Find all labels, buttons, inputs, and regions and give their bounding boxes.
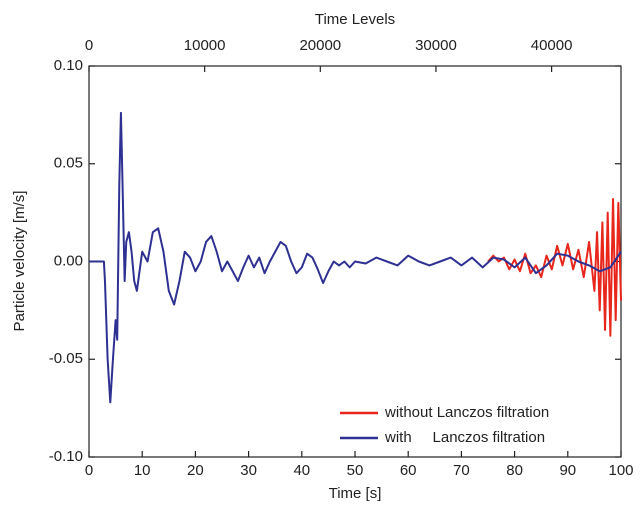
x-tick-label: 100 — [608, 462, 633, 479]
x-axis-title: Time [s] — [329, 485, 382, 502]
x-tick-label: 70 — [453, 462, 470, 479]
x-tick-label: 10 — [134, 462, 151, 479]
x-tick-label: 60 — [400, 462, 417, 479]
x-tick-label: 40 — [293, 462, 310, 479]
series-line — [487, 197, 622, 337]
legend-label: without Lanczos filtration — [384, 404, 549, 421]
x-tick-label: 90 — [559, 462, 576, 479]
x-tick-label: 20 — [187, 462, 204, 479]
y-tick-label: 0.10 — [54, 57, 83, 74]
x2-tick-label: 10000 — [184, 37, 226, 54]
y-tick-label: -0.05 — [49, 350, 83, 367]
y-tick-label: 0.05 — [54, 155, 83, 172]
legend-label: with Lanczos filtration — [384, 429, 545, 446]
x-tick-label: 30 — [240, 462, 257, 479]
x2-tick-label: 30000 — [415, 37, 457, 54]
x2-tick-label: 40000 — [531, 37, 573, 54]
y-tick-label: -0.10 — [49, 448, 83, 465]
x2-tick-label: 20000 — [299, 37, 341, 54]
x2-axis-title: Time Levels — [315, 11, 395, 28]
series-line — [89, 111, 622, 404]
x-tick-label: 0 — [85, 462, 93, 479]
x-tick-label: 80 — [506, 462, 523, 479]
x-tick-label: 50 — [347, 462, 364, 479]
y-axis-title: Particle velocity [m/s] — [11, 191, 28, 332]
x2-tick-label: 0 — [85, 37, 93, 54]
y-tick-label: 0.00 — [54, 252, 83, 269]
